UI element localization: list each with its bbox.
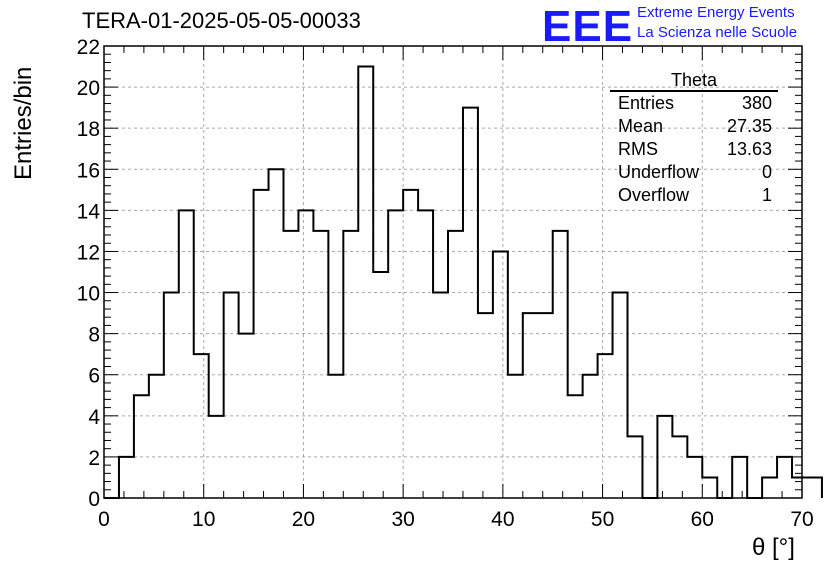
x-axis-label: θ [°] [752, 534, 795, 561]
logo-line-1: Extreme Energy Events [637, 4, 795, 21]
stats-row-overflow: Overflow 1 [610, 184, 778, 207]
histogram-bin [598, 354, 613, 498]
histogram-bin [328, 375, 343, 498]
histogram-bin [283, 231, 298, 498]
histogram-bin [538, 313, 553, 498]
histogram-bin [134, 395, 149, 498]
histogram-bin [732, 457, 747, 498]
histogram-bin [194, 354, 209, 498]
histogram-bin [343, 231, 358, 498]
histogram-bin [433, 293, 448, 498]
stats-value: 0 [761, 162, 772, 182]
histogram-bin [388, 210, 403, 498]
histogram-bin [478, 313, 493, 498]
histogram-outline [104, 65, 823, 499]
histogram-bin [628, 436, 643, 498]
y-tick-label: 8 [88, 324, 100, 347]
logo-line-2: La Scienza nelle Scuole [637, 24, 798, 41]
stats-box: Theta Entries 380 Mean 27.35 RMS 13.63 U… [610, 70, 778, 207]
y-tick-label: 16 [77, 159, 100, 182]
stats-row-entries: Entries 380 [610, 92, 778, 115]
histogram-bin [672, 436, 687, 498]
stats-label: Overflow [618, 185, 690, 205]
y-tick-label: 2 [88, 447, 100, 470]
histogram-bin [209, 416, 224, 498]
grid-lines [104, 46, 802, 498]
stats-value: 27.35 [726, 116, 772, 136]
chart-title: TERA-01-2025-05-05-00033 [82, 8, 361, 33]
stats-label: Mean [618, 116, 664, 136]
histogram-bin [777, 457, 792, 498]
histogram-bin [164, 293, 179, 498]
histogram-bin [298, 210, 313, 498]
stats-label: Underflow [618, 162, 700, 182]
x-tick-label: 20 [292, 508, 315, 531]
histogram-bin [254, 190, 269, 498]
histogram-series [104, 65, 823, 499]
histogram-bin [702, 477, 717, 498]
x-tick-label: 70 [790, 508, 813, 531]
plot-frame [103, 45, 803, 499]
histogram-bin [418, 210, 433, 498]
x-tick-label: 40 [491, 508, 514, 531]
x-tick-label: 30 [391, 508, 414, 531]
y-tick-label: 22 [77, 36, 100, 59]
histogram-bin [149, 375, 164, 498]
stats-row-rms: RMS 13.63 [610, 138, 778, 161]
histogram-bin [119, 457, 134, 498]
histogram-bin [269, 169, 284, 498]
histogram-bin [403, 190, 418, 498]
stats-value: 1 [761, 185, 772, 205]
histogram-bin [508, 375, 523, 498]
histogram-bin [313, 231, 328, 498]
histogram-bin [224, 293, 239, 498]
stats-value: 380 [741, 93, 772, 113]
x-tick-label: 10 [192, 508, 215, 531]
histogram-bin [583, 375, 598, 498]
histogram-bin [553, 231, 568, 498]
y-tick-label: 20 [77, 77, 100, 100]
histogram-bin [523, 313, 538, 498]
histogram-bin [687, 457, 702, 498]
histogram-bin [762, 477, 777, 498]
y-tick-label: 18 [77, 118, 100, 141]
eee-logo: EEE [542, 2, 634, 51]
x-tick-label: 50 [591, 508, 614, 531]
histogram-bin [613, 293, 628, 498]
x-tick-label: 0 [98, 508, 110, 531]
x-tick-label: 60 [691, 508, 714, 531]
histogram-bin [373, 272, 388, 498]
y-tick-label: 4 [88, 406, 100, 429]
y-tick-label: 12 [77, 241, 100, 264]
histogram-bin [568, 395, 583, 498]
y-tick-label: 14 [77, 200, 101, 223]
stats-value: 13.63 [726, 139, 772, 159]
histogram-bin [807, 477, 822, 498]
y-tick-label: 6 [88, 365, 100, 388]
stats-label: Entries [618, 93, 675, 113]
y-tick-label: 0 [88, 488, 100, 511]
histogram-bin [239, 334, 254, 498]
histogram-bin [358, 67, 373, 498]
y-tick-label: 10 [77, 283, 100, 306]
y-axis-label: Entries/bin [10, 66, 37, 180]
stats-row-mean: Mean 27.35 [610, 115, 778, 138]
histogram-bin [179, 210, 194, 498]
stats-row-underflow: Underflow 0 [610, 161, 778, 184]
histogram-bin [463, 108, 478, 498]
stats-title: Theta [610, 70, 778, 92]
histogram-bin [792, 477, 807, 498]
stats-label: RMS [618, 139, 658, 159]
histogram-bin [448, 231, 463, 498]
